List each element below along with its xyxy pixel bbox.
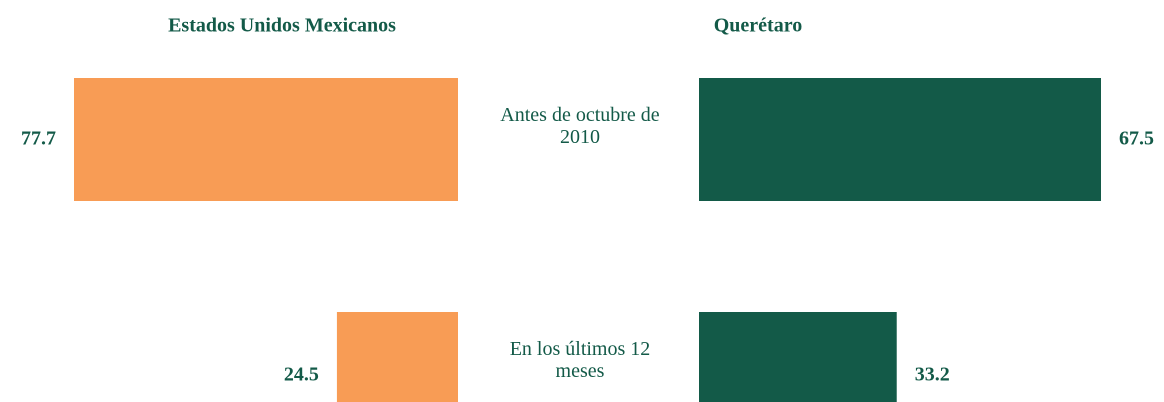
bar xyxy=(74,78,458,201)
category-label: Antes de octubre de 2010 xyxy=(500,104,660,148)
category-label: En los últimos 12 meses xyxy=(509,338,651,382)
bar xyxy=(699,312,897,402)
chart-title: Estados Unidos Mexicanos xyxy=(168,15,396,37)
value-label: 67.5 xyxy=(1119,128,1154,150)
bar xyxy=(699,78,1101,201)
value-label: 77.7 xyxy=(21,128,56,150)
chart-title: Querétaro xyxy=(714,15,803,37)
value-label: 33.2 xyxy=(915,364,950,386)
value-label: 24.5 xyxy=(284,364,319,386)
bar xyxy=(336,312,458,402)
